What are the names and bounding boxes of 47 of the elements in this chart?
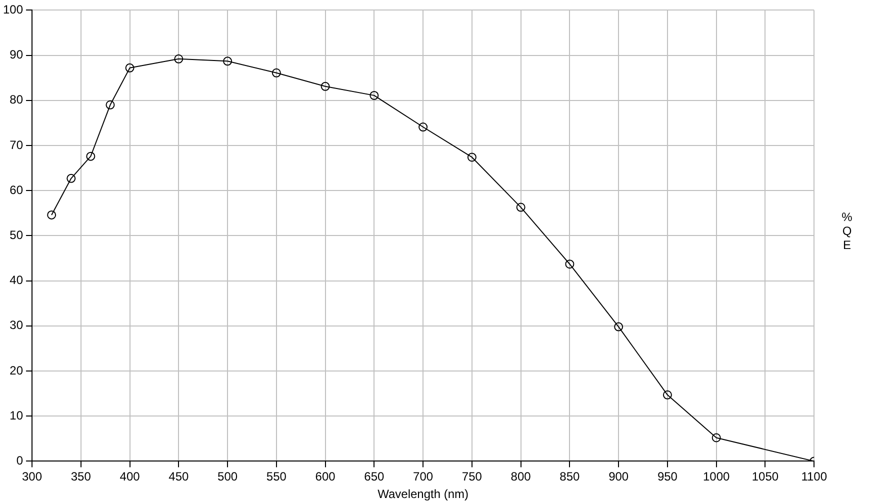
- y-tick-label: 0: [16, 454, 24, 468]
- point: [370, 90, 379, 100]
- y-tick-label: 20: [10, 363, 24, 378]
- point: [662, 390, 672, 400]
- y-tick-label: 90: [10, 48, 24, 62]
- x-tick-label: 850: [560, 470, 580, 484]
- y-tick-label: 10: [10, 408, 24, 422]
- point: [712, 433, 721, 442]
- point: [66, 174, 76, 183]
- y-tick-label: 80: [10, 92, 24, 107]
- point: [106, 100, 115, 110]
- x-tick-label: 600: [315, 470, 336, 484]
- point: [223, 56, 232, 66]
- x-tick-label: 800: [510, 470, 532, 484]
- x-tick-label: 400: [120, 470, 140, 484]
- y-tick-label: 40: [10, 273, 24, 288]
- x-tick-label: 700: [413, 470, 434, 484]
- x-tick-label: 1100: [801, 470, 828, 484]
- point: [272, 68, 281, 78]
- point: [467, 152, 476, 162]
- point: [47, 210, 56, 220]
- x-tick-label: 300: [22, 470, 42, 484]
- point: [516, 202, 526, 212]
- point: [565, 260, 574, 269]
- point: [614, 322, 624, 332]
- y-tick-label: 30: [10, 318, 24, 332]
- x-tick-label: 550: [266, 470, 287, 484]
- x-tick-label: 750: [462, 470, 482, 484]
- x-axis-title: Wavelength (nm): [378, 487, 469, 502]
- point: [418, 122, 428, 132]
- x-tick-label: 650: [364, 470, 385, 484]
- x-tick-label: 950: [657, 470, 678, 484]
- point: [86, 152, 96, 161]
- point: [174, 54, 184, 64]
- y-tick-label: 50: [10, 228, 24, 242]
- y-axis-title: %QE: [840, 210, 854, 252]
- x-tick-label: 350: [70, 470, 92, 484]
- x-tick-label: 1050: [752, 470, 779, 484]
- y-tick-label: 70: [10, 138, 24, 152]
- y-tick-label: 100: [2, 2, 24, 17]
- x-tick-label: 900: [608, 470, 629, 484]
- point: [125, 63, 134, 72]
- x-tick-label: 500: [218, 470, 238, 484]
- point: [320, 82, 330, 91]
- x-tick-label: 1000: [702, 470, 730, 484]
- x-tick-label: 450: [168, 470, 189, 484]
- y-tick-label: 60: [10, 182, 24, 197]
